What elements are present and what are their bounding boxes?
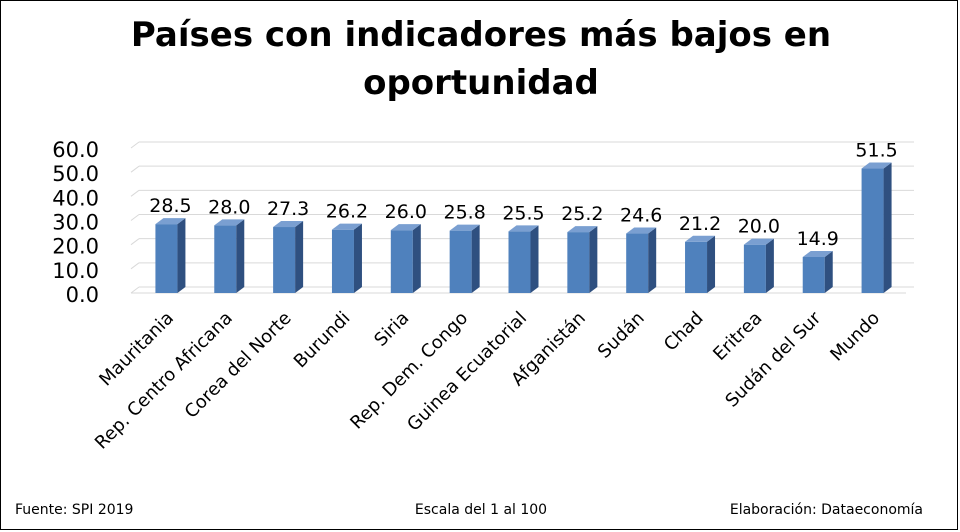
y-tick-label: 50.0 xyxy=(52,162,99,186)
y-tick-label: 10.0 xyxy=(52,259,99,283)
x-tick-label: Siria xyxy=(370,308,413,351)
bar-side xyxy=(177,218,186,293)
bar-top xyxy=(685,235,716,242)
bar-mundo xyxy=(861,162,892,293)
x-tick-label: Mundo xyxy=(826,308,884,366)
bar-side xyxy=(471,224,480,293)
gridline-diagonal xyxy=(130,286,140,294)
bar-top xyxy=(449,224,480,231)
data-label: 26.2 xyxy=(326,201,368,223)
y-tick-label: 60.0 xyxy=(52,138,99,162)
bar-side xyxy=(412,224,421,293)
bar-side xyxy=(824,250,833,293)
bar-afganistán xyxy=(567,226,598,293)
data-label: 28.0 xyxy=(208,196,250,218)
gridline-diagonal xyxy=(130,214,140,221)
x-tick-label: Burundi xyxy=(290,308,355,373)
scale-note: Escala del 1 al 100 xyxy=(414,502,548,518)
bar-front xyxy=(626,233,649,293)
bar-side xyxy=(765,238,774,293)
bar-front xyxy=(508,231,531,293)
x-tick-label: Corea del Norte xyxy=(181,308,296,423)
bar-side xyxy=(530,225,539,293)
gridline-diagonal xyxy=(130,141,140,149)
bar-side xyxy=(707,235,716,293)
bar-front xyxy=(567,232,590,293)
bar-front xyxy=(273,227,296,293)
bar-guinea-ecuatorial xyxy=(508,225,539,293)
gridline-diagonal xyxy=(130,189,140,197)
bar-front xyxy=(390,230,413,293)
bar-top xyxy=(743,238,774,245)
bar-front xyxy=(802,256,825,293)
data-label: 25.8 xyxy=(443,202,485,224)
bar-side xyxy=(236,219,245,293)
chart-title: Países con indicadores más bajos en opor… xyxy=(130,15,832,103)
gridline-diagonal xyxy=(130,165,140,173)
bar-side xyxy=(589,226,598,293)
data-label: 25.2 xyxy=(561,203,603,225)
bar-eritrea xyxy=(743,238,774,293)
data-label: 14.9 xyxy=(797,228,839,250)
bar-side xyxy=(295,221,304,293)
bar-front xyxy=(214,225,237,293)
gridline-diagonal xyxy=(130,262,140,270)
data-label: 51.5 xyxy=(855,140,897,162)
data-label: 21.2 xyxy=(679,213,721,235)
bar-top xyxy=(567,226,598,233)
gridline-diagonal xyxy=(130,238,140,246)
bar-burundi xyxy=(331,223,362,293)
bar-side xyxy=(648,227,657,293)
bar-sudán-del-sur xyxy=(802,250,833,293)
y-axis-ticks: 0.010.020.030.040.050.060.0 xyxy=(52,138,99,307)
bar-side xyxy=(353,223,362,293)
bar-top xyxy=(331,223,362,230)
bar-top xyxy=(802,250,833,257)
credit-note: Elaboración: Dataeconomía xyxy=(729,502,923,518)
bar-top xyxy=(390,224,421,231)
bar-top xyxy=(273,221,304,228)
bar-corea-del-norte xyxy=(273,221,304,293)
bar-chad xyxy=(685,235,716,293)
bar-sudán xyxy=(626,227,657,293)
y-tick-label: 20.0 xyxy=(52,235,99,259)
x-tick-label: Sudán xyxy=(594,308,649,363)
x-tick-label: Chad xyxy=(660,308,708,356)
bar-top xyxy=(626,227,657,234)
data-label: 27.3 xyxy=(267,198,309,220)
bar-top xyxy=(508,225,539,232)
data-label: 24.6 xyxy=(620,205,662,227)
bar-front xyxy=(743,244,766,293)
bar-top xyxy=(214,219,245,226)
source-note: Fuente: SPI 2019 xyxy=(15,502,134,518)
bar-front xyxy=(685,241,708,293)
data-label: 20.0 xyxy=(738,216,780,238)
bar-front xyxy=(449,230,472,293)
bar-rep-centro-africana xyxy=(214,219,245,293)
bar-siria xyxy=(390,224,421,293)
bar-front xyxy=(331,229,354,293)
x-tick-label: Eritrea xyxy=(709,308,766,365)
bar-mauritania xyxy=(155,218,186,293)
bar-top xyxy=(155,218,186,225)
data-label: 25.5 xyxy=(502,202,544,224)
data-label: 26.0 xyxy=(385,201,427,223)
bar-rep-dem-congo xyxy=(449,224,480,293)
bar-side xyxy=(883,162,892,293)
data-label: 28.5 xyxy=(149,195,191,217)
data-labels: 28.5 28.0 27.3 26.2 26.0 25.8 25.5 25.2 24.6 21.2… xyxy=(149,140,897,250)
y-tick-label: 0.0 xyxy=(66,283,99,307)
bar-top xyxy=(861,162,892,169)
y-tick-label: 30.0 xyxy=(52,211,99,235)
y-tick-label: 40.0 xyxy=(52,186,99,210)
bar-front xyxy=(861,168,884,293)
bar-front xyxy=(155,224,178,293)
bars xyxy=(155,162,892,293)
